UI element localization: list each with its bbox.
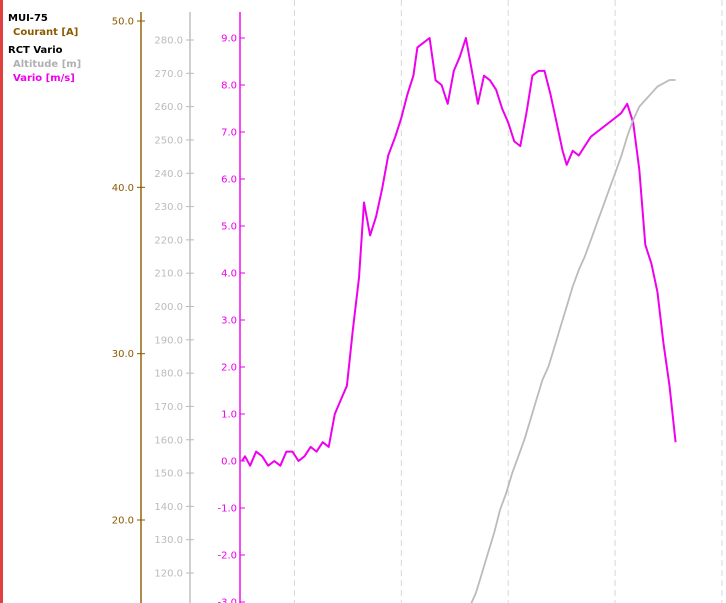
vario-tick-label: 8.0 (221, 81, 237, 92)
legend-device-label[interactable]: MUI-75 (8, 13, 48, 24)
vario-tick-label: 4.0 (221, 269, 237, 280)
vario-tick-label: -3.0 (217, 598, 237, 603)
legend-device-label[interactable]: RCT Vario (8, 45, 63, 56)
vario-tick-label: 2.0 (221, 363, 237, 374)
vario-tick-label: 5.0 (221, 222, 237, 233)
legend-sensor-altitude[interactable]: Altitude [m] (13, 59, 82, 70)
altitude-tick-label: 250.0 (154, 135, 183, 146)
altitude-tick-label: 200.0 (154, 302, 183, 313)
altitude-tick-label: 270.0 (154, 69, 183, 80)
altitude-tick-label: 130.0 (154, 535, 183, 546)
altitude-tick-label: 120.0 (154, 569, 183, 580)
altitude-tick-label: 190.0 (154, 335, 183, 346)
altitude-tick-label: 180.0 (154, 369, 183, 380)
legend-group-rct-vario: RCT Vario Altitude [m] Vario [m/s] (8, 44, 108, 86)
courant-tick-label: 40.0 (112, 183, 134, 194)
legend: MUI-75 Courant [A] RCT Vario Altitude [m… (8, 12, 108, 90)
legend-group-mui75: MUI-75 Courant [A] (8, 12, 108, 40)
altitude-tick-label: 170.0 (154, 402, 183, 413)
vario-tick-label: -1.0 (217, 504, 237, 515)
altitude-tick-label: 210.0 (154, 269, 183, 280)
altitude-tick-label: 220.0 (154, 235, 183, 246)
vario-tick-label: 3.0 (221, 316, 237, 327)
altitude-tick-label: 240.0 (154, 169, 183, 180)
courant-tick-label: 20.0 (112, 516, 134, 527)
courant-tick-label: 50.0 (112, 17, 134, 28)
altitude-tick-label: 280.0 (154, 36, 183, 47)
courant-tick-label: 30.0 (112, 349, 134, 360)
altitude-tick-label: 230.0 (154, 202, 183, 213)
vario-tick-label: 1.0 (221, 410, 237, 421)
legend-sensor-vario[interactable]: Vario [m/s] (13, 73, 75, 84)
vario-tick-label: 7.0 (221, 128, 237, 139)
vario-tick-label: -2.0 (217, 551, 237, 562)
altitude-tick-label: 150.0 (154, 469, 183, 480)
altitude-tick-label: 140.0 (154, 502, 183, 513)
series-line-altitude (470, 79, 676, 603)
vario-tick-label: 0.0 (221, 457, 237, 468)
altitude-tick-label: 160.0 (154, 435, 183, 446)
vario-tick-label: 6.0 (221, 175, 237, 186)
window-left-edge (0, 0, 3, 603)
vario-tick-label: 9.0 (221, 34, 237, 45)
altitude-tick-label: 260.0 (154, 102, 183, 113)
series-line-vario (241, 37, 677, 467)
legend-sensor-courant[interactable]: Courant [A] (13, 27, 79, 38)
